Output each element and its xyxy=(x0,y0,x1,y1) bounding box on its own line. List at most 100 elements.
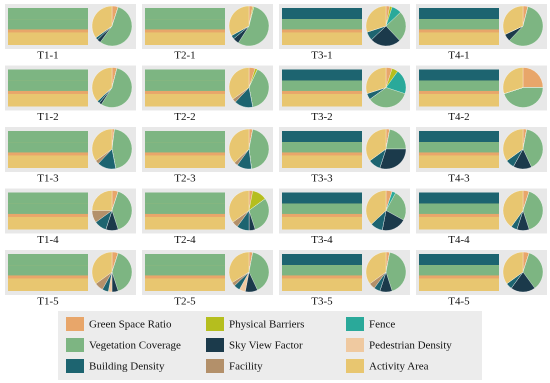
pie-slice xyxy=(502,67,524,94)
legend-swatch xyxy=(66,359,84,373)
pie-slice xyxy=(248,252,270,291)
pie-slice xyxy=(248,69,270,108)
legend-swatch xyxy=(346,317,364,331)
scene-vegetation xyxy=(419,203,499,214)
panel-label: T1-5 xyxy=(37,296,59,308)
scene-vegetation xyxy=(282,203,362,214)
legend-swatch xyxy=(206,359,224,373)
scene-sky xyxy=(145,69,225,81)
pie-slice xyxy=(91,5,113,38)
scene-sky xyxy=(419,254,499,266)
pie-slice xyxy=(502,251,524,284)
scene-sky xyxy=(145,8,225,20)
legend-label: Sky View Factor xyxy=(229,340,303,352)
pie-slice xyxy=(385,12,407,41)
scene-path xyxy=(282,152,362,156)
legend-label: Fence xyxy=(369,319,395,331)
panel-label: T2-5 xyxy=(174,296,196,308)
pie-slice xyxy=(502,190,524,227)
pie-slice xyxy=(91,128,113,161)
scene-vegetation xyxy=(145,19,225,30)
scene-sky xyxy=(282,131,362,143)
panel-label: T3-3 xyxy=(311,173,333,185)
scene-path xyxy=(145,29,225,33)
panel-label: T4-2 xyxy=(448,111,469,123)
pie-slice xyxy=(522,129,544,168)
pie-slice xyxy=(522,191,544,230)
pie-slice xyxy=(365,251,387,284)
scene-vegetation xyxy=(282,80,362,91)
panel-label: T4-4 xyxy=(448,234,470,246)
legend-label: Activity Area xyxy=(369,361,429,373)
scene-path xyxy=(145,275,225,279)
scene-sky xyxy=(8,8,88,20)
pie-slice xyxy=(502,5,524,35)
scene-path xyxy=(8,275,88,279)
scene-vegetation xyxy=(419,265,499,276)
scene-sky xyxy=(282,254,362,266)
legend-label: Pedestrian Density xyxy=(369,340,452,352)
scene-sky xyxy=(419,69,499,81)
scene-sky xyxy=(8,254,88,266)
panel-label: T3-5 xyxy=(311,296,333,308)
panel-label: T1-2 xyxy=(37,111,58,123)
scene-path xyxy=(8,152,88,156)
scene-vegetation xyxy=(8,80,88,91)
pie-slice xyxy=(111,252,133,292)
panel-label: T2-4 xyxy=(174,234,196,246)
scene-vegetation xyxy=(145,203,225,214)
legend-swatch xyxy=(346,359,364,373)
panel-label: T1-1 xyxy=(37,50,58,62)
panel-label: T3-2 xyxy=(311,111,332,123)
scene-sky xyxy=(282,69,362,81)
scene-sky xyxy=(145,254,225,266)
scene-sky xyxy=(145,192,225,204)
pie-slice xyxy=(91,67,113,102)
legend-label: Vegetation Coverage xyxy=(89,340,181,352)
scene-vegetation xyxy=(8,265,88,276)
scene-vegetation xyxy=(8,203,88,214)
panel-label: T2-1 xyxy=(174,50,195,62)
pie-slice xyxy=(509,6,544,47)
pie-slice xyxy=(100,6,133,47)
pie-slice xyxy=(365,190,387,225)
legend-label: Building Density xyxy=(89,361,165,373)
scene-path xyxy=(8,29,88,33)
scene-sky xyxy=(419,8,499,20)
legend-label: Facility xyxy=(229,361,263,373)
pie-slice xyxy=(111,191,133,230)
pie-slice xyxy=(379,148,407,170)
scene-path xyxy=(419,213,499,217)
pie-slice xyxy=(91,190,113,211)
scene-path xyxy=(419,152,499,156)
pie-slice xyxy=(365,5,387,33)
panel-label: T3-4 xyxy=(311,234,333,246)
pie-slice xyxy=(522,67,544,88)
scene-sky xyxy=(419,131,499,143)
scene-path xyxy=(145,213,225,217)
scene-vegetation xyxy=(8,19,88,30)
scene-vegetation xyxy=(419,19,499,30)
scene-vegetation xyxy=(419,80,499,91)
pie-slice xyxy=(365,67,387,94)
scene-path xyxy=(282,213,362,217)
panel-label: T4-5 xyxy=(448,296,470,308)
panel-label: T4-3 xyxy=(448,173,470,185)
pie-slice xyxy=(228,67,250,100)
scene-path xyxy=(8,213,88,217)
pie-slice xyxy=(503,87,544,108)
pie-slice xyxy=(228,190,250,223)
scene-path xyxy=(8,90,88,94)
scene-path xyxy=(145,152,225,156)
scene-vegetation xyxy=(282,142,362,153)
scene-vegetation xyxy=(282,19,362,30)
scene-vegetation xyxy=(419,142,499,153)
scene-sky xyxy=(145,131,225,143)
pie-slice xyxy=(228,128,250,163)
scene-path xyxy=(282,275,362,279)
panel-label: T3-1 xyxy=(311,50,332,62)
pie-slice xyxy=(111,128,133,169)
pie-slice xyxy=(385,192,407,221)
panel-label: T2-2 xyxy=(174,111,195,123)
